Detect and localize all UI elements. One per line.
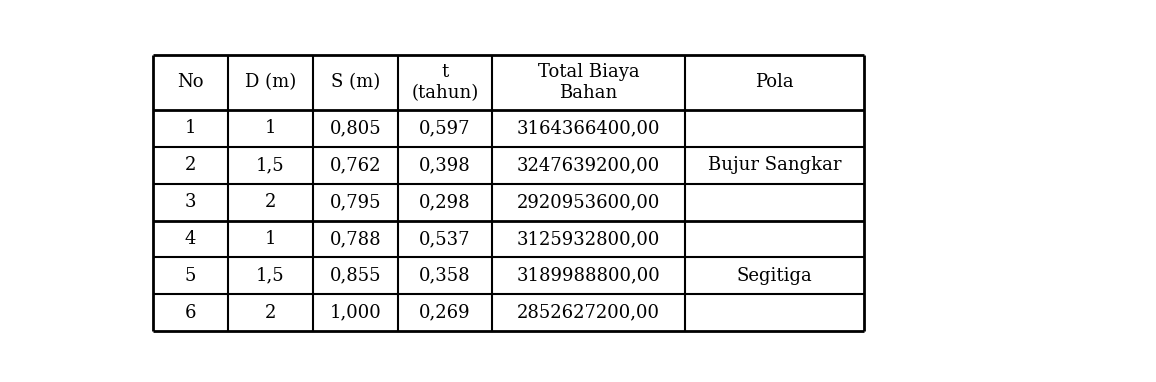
Text: Pola: Pola: [755, 73, 794, 91]
Text: 1: 1: [265, 230, 276, 248]
Text: 0,537: 0,537: [420, 230, 470, 248]
Text: 4: 4: [185, 230, 197, 248]
Text: t
(tahun): t (tahun): [412, 63, 479, 102]
Text: 6: 6: [185, 304, 197, 322]
Text: 0,597: 0,597: [420, 120, 470, 138]
Text: 3247639200,00: 3247639200,00: [517, 156, 660, 174]
Text: 3125932800,00: 3125932800,00: [517, 230, 660, 248]
Text: No: No: [177, 73, 203, 91]
Text: D (m): D (m): [245, 73, 296, 91]
Text: 0,795: 0,795: [329, 193, 381, 211]
Text: 2: 2: [265, 193, 276, 211]
Text: 0,358: 0,358: [420, 267, 470, 285]
Text: Segitiga: Segitiga: [736, 267, 813, 285]
Text: 1,000: 1,000: [329, 304, 381, 322]
Text: 0,805: 0,805: [329, 120, 381, 138]
Text: 0,855: 0,855: [329, 267, 381, 285]
Text: 1,5: 1,5: [257, 156, 284, 174]
Text: 0,269: 0,269: [420, 304, 470, 322]
Text: 1,5: 1,5: [257, 267, 284, 285]
Text: 0,298: 0,298: [420, 193, 470, 211]
Text: 5: 5: [185, 267, 197, 285]
Text: 2: 2: [185, 156, 197, 174]
Text: S (m): S (m): [331, 73, 380, 91]
Text: 1: 1: [265, 120, 276, 138]
Text: 2: 2: [265, 304, 276, 322]
Text: Bujur Sangkar: Bujur Sangkar: [707, 156, 842, 174]
Text: 0,762: 0,762: [329, 156, 381, 174]
Text: 3189988800,00: 3189988800,00: [517, 267, 660, 285]
Text: 3: 3: [185, 193, 197, 211]
Text: Total Biaya
Bahan: Total Biaya Bahan: [538, 63, 639, 102]
Text: 2852627200,00: 2852627200,00: [517, 304, 660, 322]
Text: 0,788: 0,788: [329, 230, 381, 248]
Text: 0,398: 0,398: [420, 156, 470, 174]
Text: 1: 1: [185, 120, 197, 138]
Text: 3164366400,00: 3164366400,00: [517, 120, 660, 138]
Text: 2920953600,00: 2920953600,00: [517, 193, 660, 211]
